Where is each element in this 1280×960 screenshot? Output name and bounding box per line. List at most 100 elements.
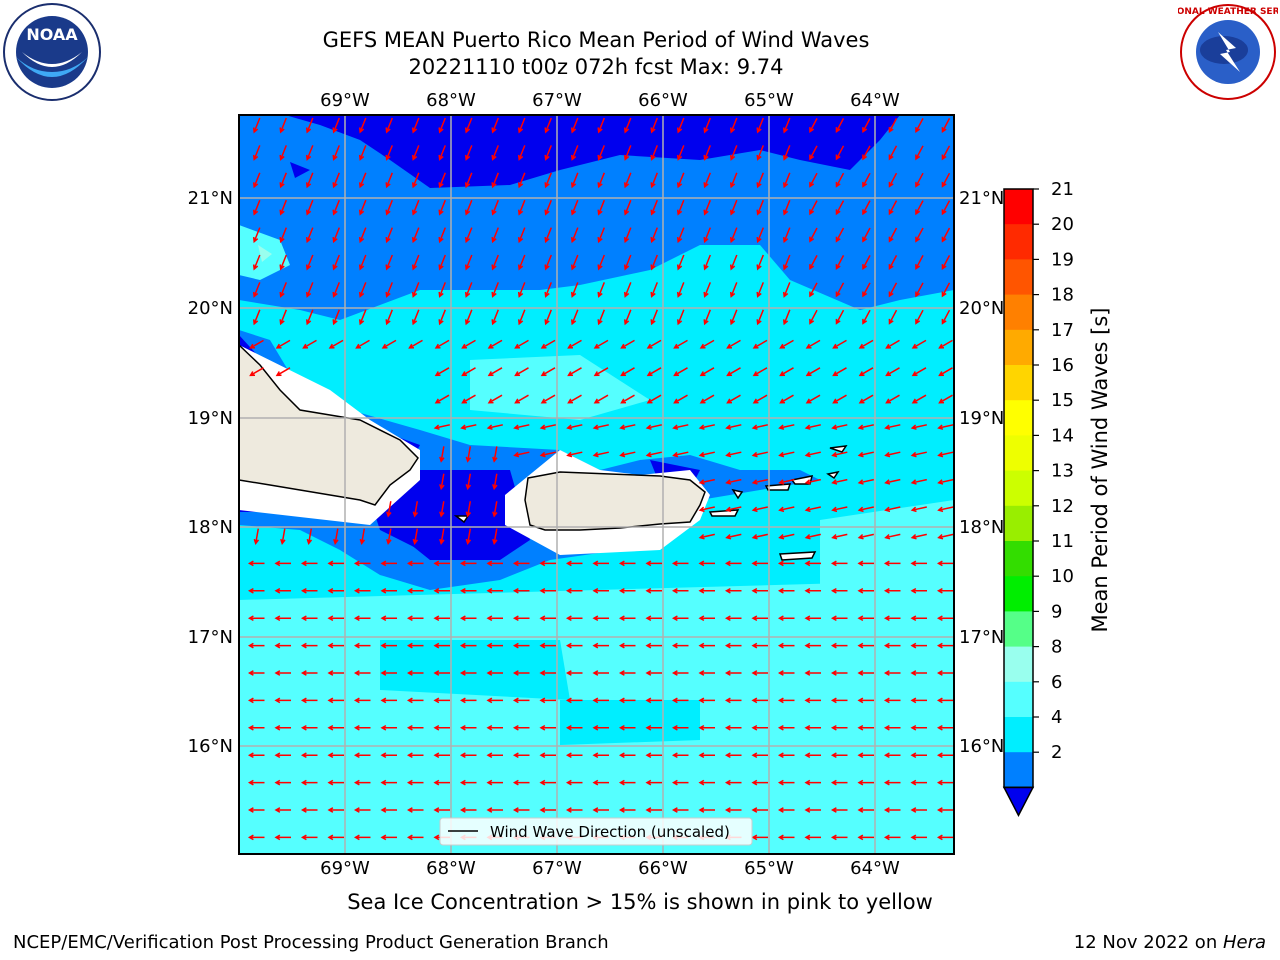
wind-wave-arrow — [751, 724, 768, 731]
wind-wave-arrow — [645, 560, 662, 567]
wind-wave-arrow — [327, 697, 344, 704]
wind-wave-arrow — [353, 807, 371, 813]
wind-wave-arrow — [623, 145, 632, 161]
wind-wave-arrow — [300, 807, 318, 813]
wind-wave-arrow — [698, 642, 715, 649]
wind-wave-arrow — [857, 478, 874, 485]
wind-wave-arrow — [830, 587, 848, 594]
wind-wave-arrow — [884, 533, 901, 540]
wind-wave-arrow — [459, 779, 477, 786]
wind-wave-arrow — [777, 752, 795, 759]
wind-wave-arrow — [936, 642, 954, 649]
wind-wave-arrow — [698, 587, 715, 594]
wind-wave-arrow — [673, 367, 688, 377]
wind-wave-arrow — [249, 339, 264, 349]
colorbar-tick-label: 4 — [1051, 707, 1062, 728]
nws-logo: NATIONAL WEATHER SERVICE — [1178, 4, 1278, 100]
wind-wave-arrow — [438, 227, 446, 244]
wind-wave-arrow — [433, 724, 450, 731]
wind-wave-arrow — [300, 587, 318, 594]
wind-wave-arrow — [623, 172, 632, 189]
wind-wave-arrow — [883, 615, 901, 622]
wind-wave-arrow — [703, 117, 711, 134]
wind-wave-arrow — [433, 670, 450, 676]
wind-wave-arrow — [724, 752, 742, 759]
wind-wave-arrow — [566, 451, 583, 458]
wind-wave-arrow — [835, 309, 845, 325]
wind-wave-arrow — [646, 339, 662, 349]
wind-wave-arrow — [699, 394, 715, 404]
wind-wave-arrow — [809, 309, 818, 325]
wind-wave-arrow — [671, 752, 689, 759]
wind-wave-arrow — [411, 309, 420, 326]
wind-wave-arrow — [358, 199, 367, 216]
wind-wave-arrow — [804, 752, 821, 759]
wind-wave-arrow — [620, 367, 635, 377]
wind-wave-arrow — [671, 779, 689, 786]
colorbar-tick-label: 13 — [1051, 461, 1074, 482]
wind-wave-arrow — [332, 282, 340, 298]
wind-wave-arrow — [888, 309, 898, 325]
colorbar-tick-label: 2 — [1051, 742, 1062, 763]
wind-wave-arrow — [726, 394, 741, 404]
colorbar-tick-label: 9 — [1051, 601, 1062, 622]
wind-wave-arrow — [645, 424, 662, 430]
wind-wave-arrow — [857, 807, 874, 813]
wind-wave-arrow — [941, 282, 951, 298]
wind-wave-arrow — [359, 528, 366, 545]
wind-wave-arrow — [412, 501, 419, 518]
wind-wave-arrow — [884, 506, 901, 513]
wind-wave-arrow — [809, 145, 818, 161]
wind-wave-arrow — [751, 506, 768, 513]
wind-wave-arrow — [512, 587, 530, 594]
wind-wave-arrow — [883, 834, 901, 841]
noaa-logo: NOAA — [3, 3, 101, 101]
wind-wave-arrow — [385, 199, 393, 216]
wind-wave-arrow — [353, 560, 371, 567]
wind-wave-arrow — [910, 424, 927, 430]
map-area: Wind Wave Direction (unscaled) — [239, 115, 954, 854]
wind-wave-arrow — [941, 118, 951, 133]
wind-wave-arrow — [831, 478, 848, 485]
wind-wave-arrow — [486, 752, 503, 759]
wind-wave-arrow — [380, 642, 397, 649]
wind-wave-arrow — [857, 560, 874, 567]
wind-wave-arrow — [835, 282, 845, 298]
wind-wave-arrow — [830, 724, 848, 731]
wind-wave-arrow — [592, 587, 609, 594]
wind-wave-arrow — [565, 670, 583, 676]
wind-wave-arrow — [247, 779, 265, 786]
wind-wave-arrow — [570, 117, 579, 134]
wind-wave-arrow — [380, 752, 397, 759]
wind-wave-arrow — [593, 394, 609, 404]
wind-wave-arrow — [751, 424, 768, 430]
wind-wave-arrow — [804, 724, 821, 731]
wind-wave-arrow — [433, 642, 450, 649]
wind-wave-arrow — [703, 227, 711, 244]
wind-wave-arrow — [512, 642, 530, 649]
wind-wave-arrow — [433, 587, 450, 594]
wind-wave-arrow — [751, 478, 768, 485]
wind-wave-arrow — [514, 367, 529, 377]
ocean-dark-blue — [285, 115, 900, 188]
wind-wave-arrow — [539, 615, 556, 622]
wind-wave-arrow — [327, 807, 344, 813]
wind-wave-arrow — [698, 779, 715, 786]
wind-wave-arrow — [438, 282, 446, 298]
gridlines — [239, 115, 954, 854]
wind-wave-arrow — [756, 309, 764, 326]
wind-wave-arrow — [486, 670, 503, 676]
wind-wave-arrow — [623, 227, 632, 244]
wind-wave-arrow — [570, 172, 579, 189]
wind-wave-arrow — [461, 367, 476, 377]
wind-wave-arrow — [274, 752, 291, 759]
wind-wave-arrow — [751, 642, 768, 649]
wind-wave-arrow — [327, 779, 344, 786]
wind-wave-arrow — [517, 254, 526, 271]
wind-wave-arrow — [650, 117, 658, 134]
wind-wave-arrow — [380, 670, 397, 676]
wind-wave-arrow — [673, 339, 688, 349]
wind-wave-arrow — [671, 587, 689, 594]
wind-wave-arrow — [620, 339, 635, 349]
